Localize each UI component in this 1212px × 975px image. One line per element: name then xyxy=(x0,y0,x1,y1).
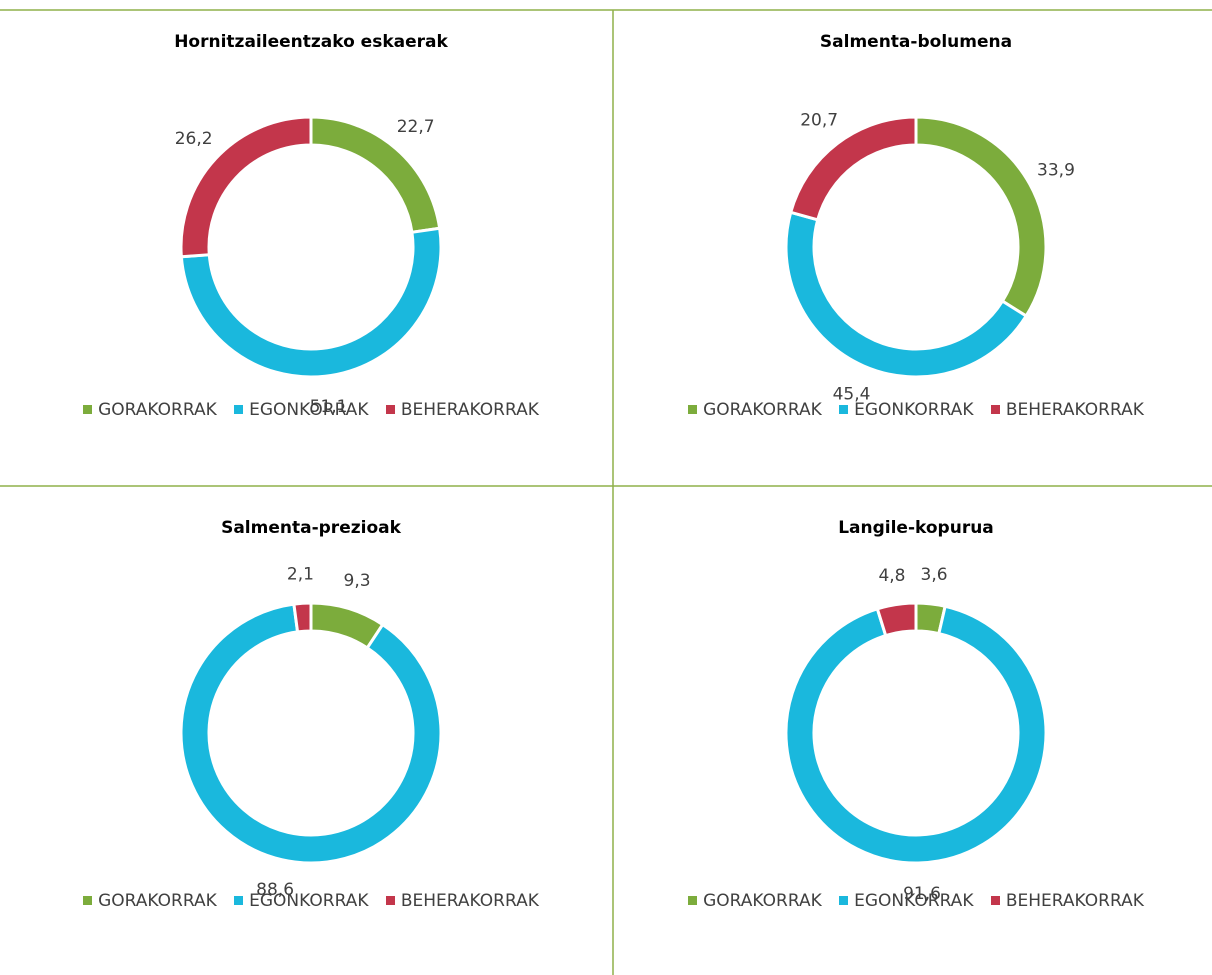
legend-item-gorakorrak: GORAKORRAK xyxy=(688,891,822,911)
chart-legend: GORAKORRAK EGONKORRAK BEHERAKORRAK xyxy=(8,891,614,911)
legend-item-gorakorrak: GORAKORRAK xyxy=(83,891,217,911)
donut-chart: 22,7 51,1 26,2 xyxy=(175,115,443,417)
donut-slice-egonkorrak xyxy=(179,602,443,865)
legend-swatch-green xyxy=(688,405,698,414)
chart-legend: GORAKORRAK EGONKORRAK BEHERAKORRAK xyxy=(8,400,614,420)
legend-label: EGONKORRAK xyxy=(249,400,369,420)
legend-swatch-green xyxy=(83,896,93,905)
legend-swatch-blue xyxy=(234,405,244,414)
chart-title: Hornitzaileentzako eskaerak xyxy=(174,32,448,52)
legend-label: GORAKORRAK xyxy=(98,400,217,420)
legend-label: BEHERAKORRAK xyxy=(400,891,539,911)
chart-title: Salmenta-bolumena xyxy=(819,32,1013,52)
legend-item-beherakorrak: BEHERAKORRAK xyxy=(385,400,539,420)
data-label-beherakorrak: 4,8 xyxy=(878,566,905,586)
legend-swatch-red xyxy=(385,896,395,905)
donut-slice-egonkorrak xyxy=(784,604,1048,865)
legend-label: EGONKORRAK xyxy=(854,400,974,420)
chart-panel-langile-kopurua: Langile-kopurua 3,6 91,6 4,8 GORAKORRAK EG… xyxy=(613,486,1212,973)
data-label-beherakorrak: 2,1 xyxy=(287,564,314,584)
data-label-gorakorrak: 33,9 xyxy=(1037,160,1075,180)
donut-slice-gorakorrak xyxy=(914,115,1048,319)
legend-item-egonkorrak: EGONKORRAK xyxy=(234,891,368,911)
legend-item-gorakorrak: GORAKORRAK xyxy=(83,400,217,420)
legend-label: BEHERAKORRAK xyxy=(400,400,539,420)
legend-label: BEHERAKORRAK xyxy=(1005,400,1144,420)
data-label-gorakorrak: 3,6 xyxy=(921,565,948,585)
legend-label: GORAKORRAK xyxy=(703,891,822,911)
legend-swatch-green xyxy=(83,405,93,414)
legend-swatch-blue xyxy=(839,405,849,414)
data-label-gorakorrak: 9,3 xyxy=(344,571,371,591)
legend-label: EGONKORRAK xyxy=(854,891,974,911)
data-label-beherakorrak: 20,7 xyxy=(800,111,838,131)
chart-panel-salmenta-prezioak: Salmenta-prezioak 9,3 88,6 2,1 GORAKORRAK … xyxy=(8,486,614,973)
legend-item-gorakorrak: GORAKORRAK xyxy=(688,400,822,420)
data-label-beherakorrak: 26,2 xyxy=(175,129,213,149)
chart-panel-hornitzaileentzako-eskaerak: Hornitzaileentzako eskaerak 22,7 51,1 26,2… xyxy=(8,0,614,487)
donut-slice-beherakorrak xyxy=(788,115,918,222)
donut-chart: 3,6 91,6 4,8 xyxy=(784,565,1048,904)
data-label-gorakorrak: 22,7 xyxy=(397,117,435,137)
data-label-egonkorrak: 45,4 xyxy=(833,384,871,404)
donut-slice-beherakorrak xyxy=(875,601,918,638)
data-label-egonkorrak: 88,6 xyxy=(256,880,294,900)
legend-item-egonkorrak: EGONKORRAK xyxy=(839,891,973,911)
legend-swatch-blue xyxy=(234,896,244,905)
legend-item-beherakorrak: BEHERAKORRAK xyxy=(990,891,1144,911)
legend-item-egonkorrak: EGONKORRAK xyxy=(839,400,973,420)
legend-swatch-red xyxy=(990,405,1000,414)
donut-slice-beherakorrak xyxy=(292,601,313,634)
chart-legend: GORAKORRAK EGONKORRAK BEHERAKORRAK xyxy=(613,891,1212,911)
chart-title: Salmenta-prezioak xyxy=(221,518,401,538)
legend-label: GORAKORRAK xyxy=(98,891,217,911)
donut-slice-egonkorrak xyxy=(179,226,443,379)
donut-chart: 9,3 88,6 2,1 xyxy=(179,564,443,900)
donut-slice-beherakorrak xyxy=(179,115,313,259)
legend-item-egonkorrak: EGONKORRAK xyxy=(234,400,368,420)
legend-swatch-red xyxy=(990,896,1000,905)
legend-item-beherakorrak: BEHERAKORRAK xyxy=(385,891,539,911)
legend-label: EGONKORRAK xyxy=(249,891,369,911)
data-label-egonkorrak: 51,1 xyxy=(310,397,348,417)
legend-label: GORAKORRAK xyxy=(703,400,822,420)
legend-swatch-blue xyxy=(839,896,849,905)
donut-slice-egonkorrak xyxy=(784,210,1029,379)
chart-title: Langile-kopurua xyxy=(838,518,994,538)
legend-swatch-red xyxy=(385,405,395,414)
data-label-egonkorrak: 91,6 xyxy=(903,884,941,904)
legend-swatch-green xyxy=(688,896,698,905)
legend-item-beherakorrak: BEHERAKORRAK xyxy=(990,400,1144,420)
chart-legend: GORAKORRAK EGONKORRAK BEHERAKORRAK xyxy=(613,400,1212,420)
donut-chart: 33,9 45,4 20,7 xyxy=(784,111,1075,404)
legend-label: BEHERAKORRAK xyxy=(1005,891,1144,911)
chart-panel-salmenta-bolumena: Salmenta-bolumena 33,9 45,4 20,7 GORAKORRA… xyxy=(613,0,1212,487)
